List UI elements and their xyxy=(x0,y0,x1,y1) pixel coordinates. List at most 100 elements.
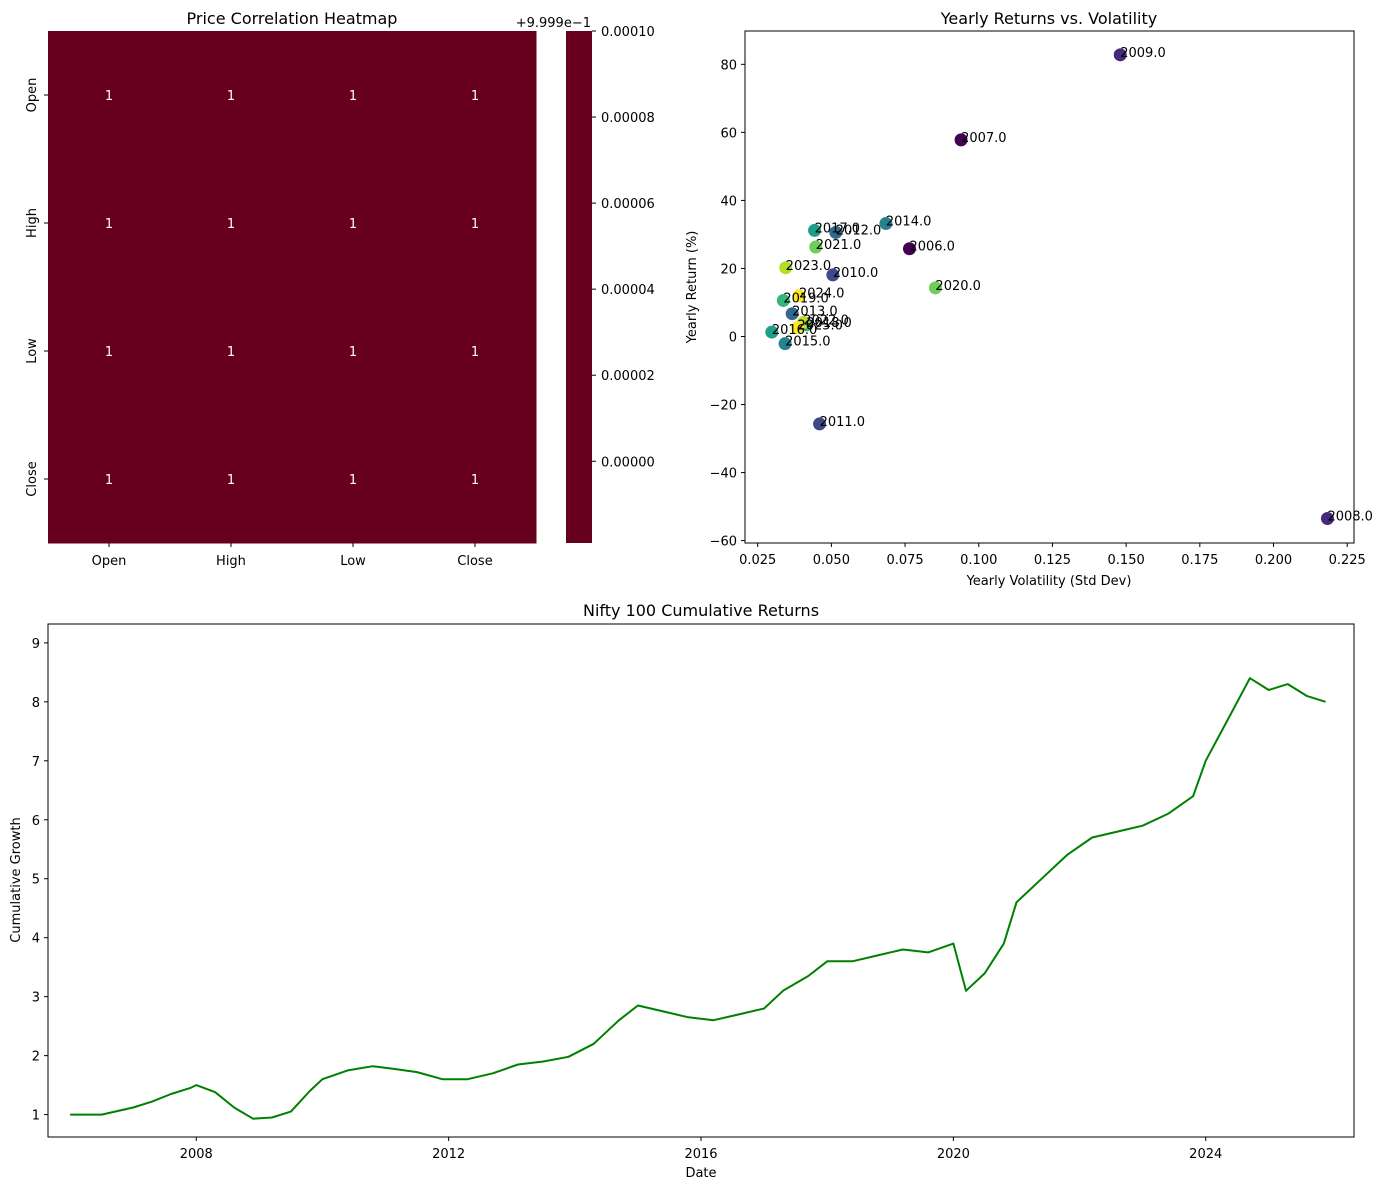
scatter-xtick-label: 0.050 xyxy=(813,553,850,568)
scatter-point-label: 2019.0 xyxy=(783,291,829,306)
scatter-point-label: 2014.0 xyxy=(886,215,932,230)
heatmap-cell xyxy=(292,159,415,288)
heatmap-cell xyxy=(48,287,171,416)
heatmap-annotation: 1 xyxy=(105,473,113,488)
scatter-point xyxy=(1113,48,1127,62)
line-ytick-label: 9 xyxy=(32,637,40,652)
heatmap-colorbar: 0.00000 0.00002 0.00004 0.00006 0.00008 0.000… xyxy=(566,25,655,543)
scatter-point xyxy=(792,289,806,303)
scatter-ytick-label: −60 xyxy=(710,535,737,550)
scatter-point-label: 2024.0 xyxy=(799,287,845,302)
scatter-ytick-label: 20 xyxy=(720,262,737,277)
heatmap-annotation: 1 xyxy=(471,473,479,488)
heatmap-cell xyxy=(292,287,415,416)
scatter-point-label: 2012.0 xyxy=(836,223,882,238)
heatmap-panel: Price Correlation Heatmap 1 1 1 1 1 1 1 1 1 1 1 1 1 1… xyxy=(25,9,655,569)
scatter-ytick-label: 60 xyxy=(720,126,737,141)
scatter-point xyxy=(829,225,843,239)
scatter-point xyxy=(928,281,942,295)
heatmap-cell xyxy=(48,415,171,544)
line-ylabel: Cumulative Growth xyxy=(9,817,24,942)
scatter-points: 2006.0 2007.0 2008.0 2009.0 2010.0 2011.0 2012… xyxy=(765,46,1373,526)
scatter-point xyxy=(779,261,793,275)
scatter-point xyxy=(809,240,823,254)
scatter-point-label: 2007.0 xyxy=(961,131,1007,146)
line-ytick-label: 4 xyxy=(32,932,40,947)
scatter-point-label: 2011.0 xyxy=(820,415,866,430)
scatter-xtick-label: 0.025 xyxy=(739,553,776,568)
heatmap-annotation: 1 xyxy=(227,473,235,488)
scatter-ylabel: Yearly Return (%) xyxy=(685,231,700,345)
scatter-axes-frame xyxy=(744,30,1355,544)
line-panel: Nifty 100 Cumulative Returns 2008 2012 201… xyxy=(9,601,1355,1181)
heatmap-annotation: 1 xyxy=(471,217,479,232)
scatter-point xyxy=(826,268,840,282)
heatmap-annotation: 1 xyxy=(105,217,113,232)
line-xtick-label: 2008 xyxy=(180,1147,213,1162)
scatter-xtick-label: 0.175 xyxy=(1181,553,1218,568)
scatter-point-label: 2017.0 xyxy=(815,221,861,236)
scatter-point xyxy=(1320,512,1334,526)
heatmap-title: Price Correlation Heatmap xyxy=(187,9,398,28)
scatter-xtick-label: 0.150 xyxy=(1108,553,1145,568)
heatmap-xtick-label: High xyxy=(216,554,246,569)
scatter-point-label: 2021.0 xyxy=(816,238,862,253)
heatmap-xtick-label: Low xyxy=(340,554,366,569)
scatter-ytick-label: 80 xyxy=(720,58,737,73)
heatmap-annotation: 1 xyxy=(349,217,357,232)
line-ytick-label: 1 xyxy=(32,1109,40,1124)
heatmap-axis-labels: Open High Low Close Open High Low Close xyxy=(25,78,493,569)
heatmap-annotation: 1 xyxy=(349,345,357,360)
colorbar-tick-label: 0.00000 xyxy=(601,455,655,470)
colorbar-tick-label: 0.00004 xyxy=(601,283,655,298)
heatmap-annotation: 1 xyxy=(105,89,113,104)
scatter-ytick-label: −20 xyxy=(710,399,737,414)
heatmap-ytick-label: Open xyxy=(25,78,40,113)
scatter-point-label: 2016.0 xyxy=(772,323,818,338)
scatter-point xyxy=(785,307,799,321)
colorbar-gradient xyxy=(566,31,592,543)
colorbar-offset-label: +9.999e−1 xyxy=(516,16,591,31)
heatmap-cell xyxy=(170,159,293,288)
scatter-point xyxy=(790,321,804,335)
scatter-xtick-label: 0.200 xyxy=(1255,553,1292,568)
cumulative-growth-line xyxy=(70,677,1326,1120)
heatmap-cell xyxy=(170,31,293,160)
heatmap-annotation: 1 xyxy=(471,345,479,360)
heatmap-xtick-label: Close xyxy=(457,554,492,569)
line-ytick-label: 2 xyxy=(32,1050,40,1065)
heatmap-cell xyxy=(48,159,171,288)
heatmap-cell xyxy=(414,31,537,160)
scatter-point xyxy=(879,217,893,231)
line-ticks: 2008 2012 2016 2020 2024 1 2 3 4 5 6 7 8 9 xyxy=(32,637,1223,1162)
heatmap-annotation: 1 xyxy=(105,345,113,360)
scatter-point-label: 2006.0 xyxy=(909,240,955,255)
heatmap-annotation: 1 xyxy=(349,89,357,104)
heatmap-annotation: 1 xyxy=(227,217,235,232)
scatter-xlabel: Yearly Volatility (Std Dev) xyxy=(966,574,1132,589)
colorbar-tick-label: 0.00008 xyxy=(601,111,655,126)
scatter-ytick-label: −40 xyxy=(710,467,737,482)
scatter-point-label: 2022.0 xyxy=(803,314,849,329)
scatter-point xyxy=(808,223,822,237)
scatter-ytick-label: 40 xyxy=(720,194,737,209)
line-series xyxy=(70,677,1326,1120)
scatter-xtick-label: 0.075 xyxy=(886,553,923,568)
line-ytick-label: 6 xyxy=(32,814,40,829)
line-xtick-label: 2016 xyxy=(684,1147,717,1162)
heatmap-cell xyxy=(292,31,415,160)
heatmap-cell xyxy=(414,415,537,544)
scatter-point xyxy=(778,337,792,351)
scatter-ytick-label: 0 xyxy=(729,330,737,345)
heatmap-cell xyxy=(48,31,171,160)
heatmap-annotation: 1 xyxy=(227,89,235,104)
scatter-xtick-label: 0.225 xyxy=(1329,553,1366,568)
heatmap-annotation: 1 xyxy=(471,89,479,104)
scatter-point xyxy=(776,293,790,307)
scatter-point-label: 2008.0 xyxy=(1327,510,1373,525)
scatter-point-label: 2009.0 xyxy=(1120,46,1166,61)
heatmap-cell xyxy=(292,415,415,544)
heatmap-cell xyxy=(414,159,537,288)
scatter-panel: Yearly Returns vs. Volatility 0.025 0.050… xyxy=(685,9,1373,589)
